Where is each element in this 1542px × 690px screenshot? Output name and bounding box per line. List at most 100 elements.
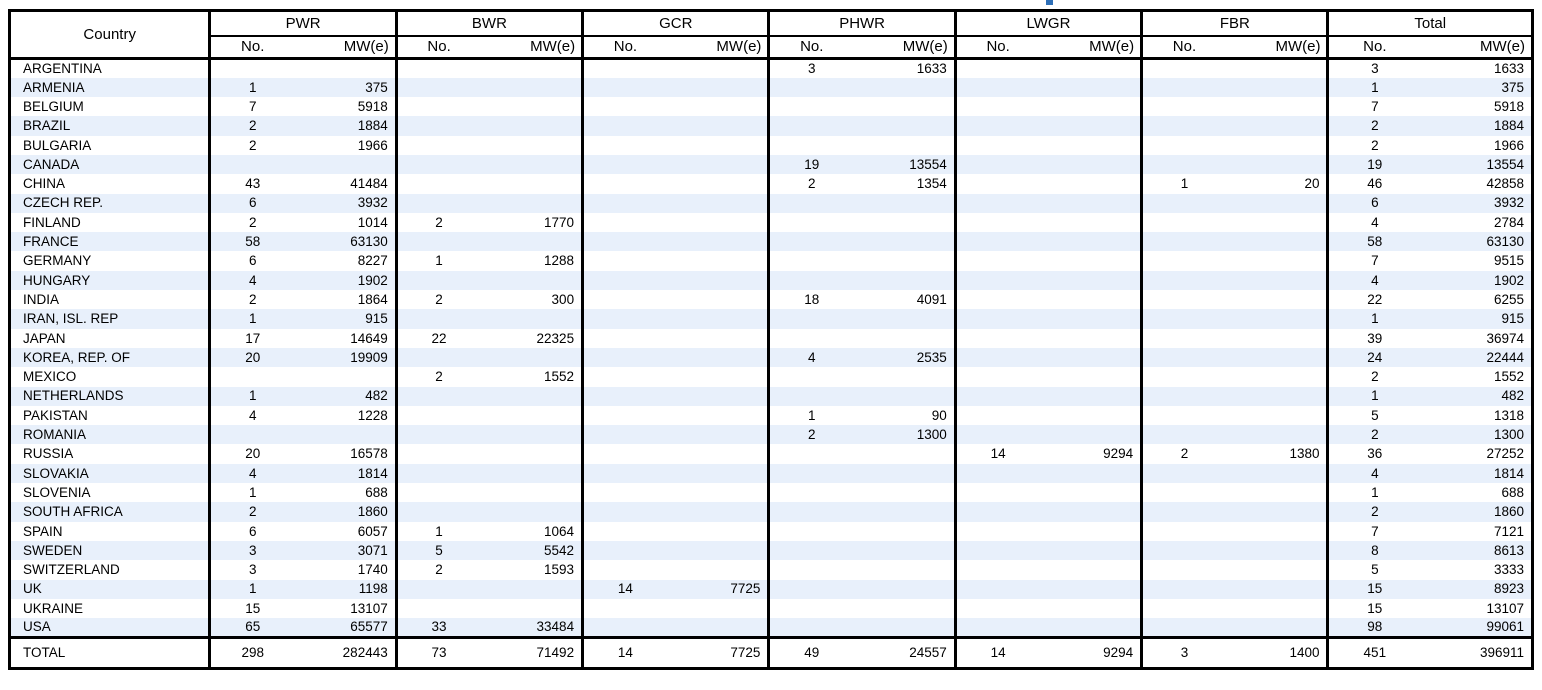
no-value-cell: 3 (208, 560, 295, 580)
no-value-cell: 2 (208, 116, 295, 136)
mw-value-cell (666, 425, 769, 445)
no-value-cell: 58 (208, 232, 295, 252)
no-value-cell: 14 (581, 579, 667, 599)
mw-subheader-lwgr: MW(e) (1039, 35, 1142, 60)
mw-value-cell: 1814 (294, 463, 397, 484)
no-value-cell (394, 232, 481, 252)
country-cell: BELGIUM (23, 98, 84, 114)
mw-value-cell (1225, 540, 1328, 561)
no-value-cell: 6 (1326, 193, 1421, 213)
total-row-label: TOTAL (9, 635, 210, 669)
no-value-cell (208, 58, 295, 78)
no-value-cell (581, 521, 667, 541)
no-value-cell: 19 (1326, 154, 1421, 175)
no-value-cell: 43 (208, 174, 295, 194)
mw-subheader-fbr: MW(e) (1225, 35, 1328, 60)
no-value-cell: 1 (208, 579, 295, 599)
mw-value-cell (667, 290, 769, 309)
mw-value-cell (1226, 522, 1328, 541)
mw-value-cell: 1902 (1420, 270, 1533, 291)
mw-value-cell (1225, 309, 1328, 329)
mw-value-cell: 1300 (1420, 425, 1533, 445)
mw-value-cell: 27252 (1486, 446, 1524, 462)
mw-value-cell: 13107 (350, 600, 388, 616)
no-value-cell: 5 (1326, 405, 1421, 426)
no-value-cell (581, 502, 667, 522)
mw-value-cell (480, 270, 583, 291)
no-value-cell: 3 (1326, 58, 1421, 78)
mw-value-cell (480, 406, 582, 425)
mw-subheader-pwr: MW(e) (294, 35, 397, 60)
group-header-pwr: PWR (208, 10, 397, 37)
no-value-cell: 1 (1326, 309, 1421, 329)
country-cell: NETHERLANDS (9, 386, 210, 406)
table-row: BELGIUM 7 5918 7 5918 (10, 97, 1533, 117)
mw-value-cell: 41484 (350, 176, 388, 192)
no-value-cell (581, 58, 667, 78)
mw-value-cell: 688 (365, 484, 388, 500)
total-mw-cell: 71492 (480, 635, 583, 669)
mw-value-cell: 3932 (294, 193, 397, 213)
mw-value-cell (480, 579, 583, 599)
no-value-cell: 2 (1326, 367, 1421, 387)
no-value-cell: 22 (1326, 290, 1421, 310)
table-row: IRAN, ISL. REP 1 915 1 915 (9, 309, 1533, 329)
no-value-cell: 6 (208, 521, 295, 541)
mw-value-cell (666, 154, 769, 175)
no-value-cell: 20 (208, 347, 295, 368)
no-value-cell (1140, 251, 1226, 271)
mw-value-cell: 36974 (1486, 330, 1524, 346)
no-value-cell (394, 174, 481, 194)
group-header-gcr: GCR (581, 10, 769, 37)
no-value-cell: 1 (1326, 77, 1421, 98)
mw-value-cell (1039, 599, 1141, 618)
mw-value-cell (667, 59, 769, 78)
no-value-cell: 1 (767, 405, 854, 426)
total-no-cell: 14 (581, 635, 667, 669)
mw-value-cell (1039, 386, 1142, 406)
mw-value-cell (1039, 502, 1142, 522)
no-value-cell: 4 (1326, 212, 1421, 233)
no-value-cell (581, 212, 667, 233)
table-row: USA 65 65577 33 33484 98 99061 (9, 618, 1533, 638)
no-value-cell (581, 135, 667, 155)
mw-value-cell (667, 213, 769, 232)
no-value-cell: 1 (208, 309, 295, 329)
no-value-cell (953, 77, 1040, 98)
no-value-cell (394, 309, 481, 329)
no-value-cell (1140, 212, 1226, 233)
mw-value-cell (1039, 579, 1142, 599)
table-row: CANADA 19 13554 19 13554 (9, 154, 1533, 175)
mw-value-cell (1039, 270, 1142, 291)
no-value-cell (581, 232, 667, 252)
no-value-cell: 98 (1326, 618, 1421, 638)
country-cell: UKRAINE (23, 600, 84, 616)
no-value-cell: 2 (208, 290, 295, 310)
mw-value-cell (1226, 560, 1328, 579)
no-value-cell (1140, 579, 1226, 599)
mw-value-cell (666, 502, 769, 522)
no-value-cell: 17 (208, 328, 295, 348)
no-value-cell: 33 (394, 618, 481, 638)
no-value-cell (581, 386, 667, 406)
group-header-bwr: BWR (394, 10, 583, 37)
mw-value-cell (1225, 618, 1328, 638)
total-no-cell: 49 (767, 635, 854, 669)
mw-value-cell (1226, 251, 1328, 270)
no-value-cell (581, 77, 667, 98)
mw-value-cell (853, 193, 956, 213)
no-value-cell (1140, 97, 1226, 117)
no-value-cell (767, 367, 854, 387)
mw-value-cell (480, 502, 583, 522)
no-value-cell (581, 251, 667, 271)
mw-value-cell: 1770 (544, 214, 575, 230)
mw-value-cell (1225, 154, 1328, 175)
mw-value-cell (1039, 483, 1141, 502)
mw-value-cell (1226, 329, 1328, 348)
mw-subheader-bwr: MW(e) (480, 35, 583, 60)
no-value-cell (581, 270, 667, 291)
mw-value-cell (666, 193, 769, 213)
mw-value-cell: 22325 (536, 330, 575, 346)
table-footer: TOTAL 298 282443 73 71492 14 7725 49 24557 14 929… (9, 635, 1533, 669)
mw-value-cell (853, 251, 955, 270)
